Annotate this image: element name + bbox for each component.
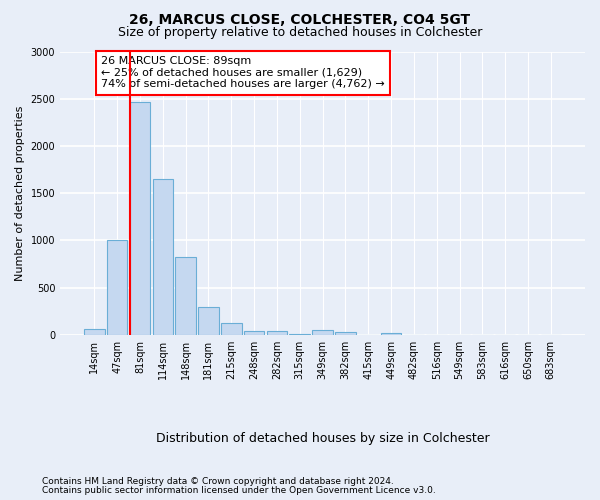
Text: Contains public sector information licensed under the Open Government Licence v3: Contains public sector information licen… — [42, 486, 436, 495]
Text: 26 MARCUS CLOSE: 89sqm
← 25% of detached houses are smaller (1,629)
74% of semi-: 26 MARCUS CLOSE: 89sqm ← 25% of detached… — [101, 56, 385, 90]
Bar — [289, 334, 310, 335]
Y-axis label: Number of detached properties: Number of detached properties — [15, 106, 25, 281]
Bar — [266, 330, 287, 335]
Bar — [107, 240, 127, 335]
Text: Size of property relative to detached houses in Colchester: Size of property relative to detached ho… — [118, 26, 482, 39]
Bar — [198, 306, 219, 335]
Bar — [130, 102, 150, 335]
Bar — [313, 330, 333, 335]
Bar — [221, 322, 242, 335]
X-axis label: Distribution of detached houses by size in Colchester: Distribution of detached houses by size … — [156, 432, 490, 445]
Bar — [244, 330, 265, 335]
Text: 26, MARCUS CLOSE, COLCHESTER, CO4 5GT: 26, MARCUS CLOSE, COLCHESTER, CO4 5GT — [130, 12, 470, 26]
Bar — [381, 333, 401, 335]
Bar — [335, 332, 356, 335]
Bar — [84, 330, 104, 335]
Text: Contains HM Land Registry data © Crown copyright and database right 2024.: Contains HM Land Registry data © Crown c… — [42, 477, 394, 486]
Bar — [175, 258, 196, 335]
Bar — [152, 179, 173, 335]
